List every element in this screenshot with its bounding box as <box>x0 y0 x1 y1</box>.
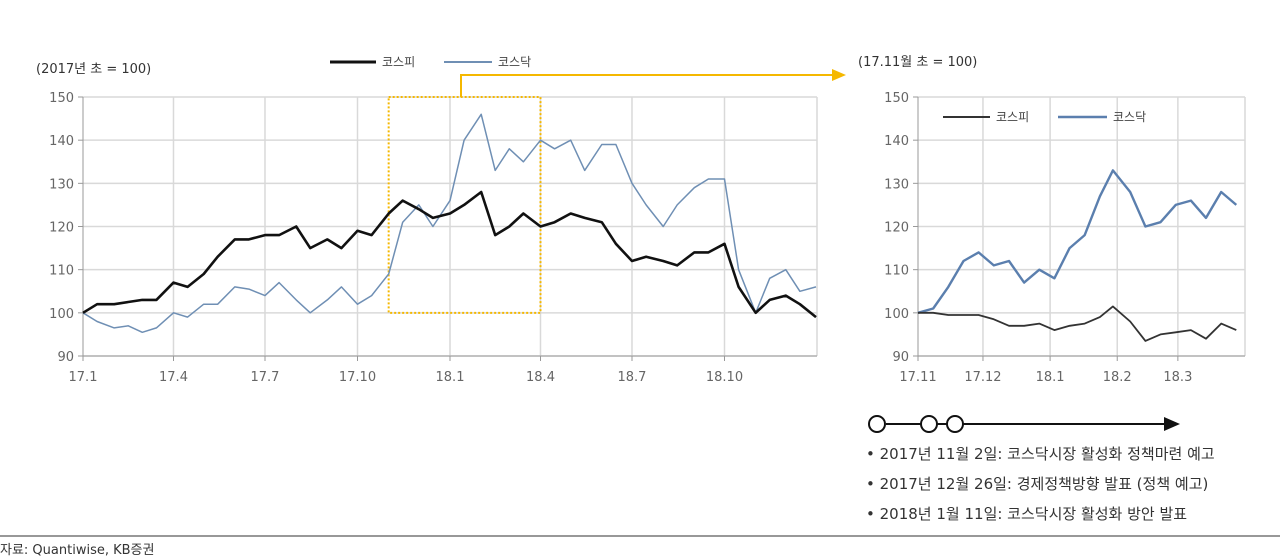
kospi-series-line <box>82 190 817 319</box>
left-unit-label: (2017년 초 = 100) <box>36 62 151 77</box>
y-tick-label: 140 <box>49 134 74 149</box>
legend-kospi-label: 코스피 <box>382 55 415 69</box>
y-tick-label: 130 <box>884 177 909 192</box>
y-tick-label: 90 <box>57 350 74 365</box>
x-tick-label: 18.1 <box>1036 370 1065 385</box>
timeline-event-marker <box>920 415 938 433</box>
x-tick-label: 17.11 <box>899 370 936 385</box>
source-note: 자료: Quantiwise, KB증권 <box>0 543 154 558</box>
y-tick-label: 140 <box>884 134 909 149</box>
right-legend: 코스피 코스닥 <box>943 110 1146 124</box>
y-tick-label: 130 <box>49 177 74 192</box>
y-tick-label: 120 <box>49 221 74 236</box>
kospi-kosdaq-2017-2018-chart: 90 100 110 120 130 140 150 17.1 17.4 17.7 17.10 18.… <box>49 91 818 385</box>
legend-kospi-label: 코스피 <box>996 110 1029 124</box>
x-tick-label: 18.7 <box>618 370 647 385</box>
policy-timeline: • 2017년 11월 2일: 코스닥시장 활성화 정책마련 예고 • 2017… <box>866 415 1215 523</box>
x-tick-label: 17.12 <box>964 370 1001 385</box>
timeline-event-marker <box>946 415 964 433</box>
legend-kosdaq-label: 코스닥 <box>1113 110 1146 124</box>
timeline-event-3: • 2018년 1월 11일: 코스닥시장 활성화 방안 발표 <box>866 505 1187 523</box>
kospi-series-line <box>918 305 1237 342</box>
timeline-event-2: • 2017년 12월 26일: 경제정책방향 발표 (정책 예고) <box>866 475 1208 493</box>
x-tick-label: 18.1 <box>436 370 465 385</box>
x-tick-label: 18.2 <box>1103 370 1132 385</box>
x-tick-label: 18.4 <box>526 370 555 385</box>
y-tick-label: 90 <box>892 350 909 365</box>
x-tick-label: 18.10 <box>706 370 743 385</box>
right-unit-label: (17.11월 초 = 100) <box>858 55 977 70</box>
left-legend: 코스피 코스닥 <box>330 55 531 69</box>
timeline-arrowhead <box>1164 417 1180 431</box>
zoom-connector-arrow <box>460 69 846 97</box>
x-tick-label: 17.4 <box>159 370 188 385</box>
y-tick-label: 100 <box>49 307 74 322</box>
timeline-event-1: • 2017년 11월 2일: 코스닥시장 활성화 정책마련 예고 <box>866 445 1215 463</box>
kospi-kosdaq-zoom-chart: 90 100 110 120 130 140 150 17.11 17.12 18.1 18.2 18… <box>884 91 1246 385</box>
y-tick-label: 150 <box>884 91 909 106</box>
y-tick-label: 110 <box>49 264 74 279</box>
y-tick-label: 110 <box>884 264 909 279</box>
x-tick-label: 17.10 <box>339 370 376 385</box>
y-tick-label: 100 <box>884 307 909 322</box>
y-tick-label: 150 <box>49 91 74 106</box>
x-tick-label: 18.3 <box>1163 370 1192 385</box>
x-tick-label: 17.7 <box>251 370 280 385</box>
kosdaq-series-line <box>917 169 1238 314</box>
y-tick-label: 120 <box>884 221 909 236</box>
x-tick-label: 17.1 <box>69 370 98 385</box>
timeline-event-marker <box>868 415 886 433</box>
legend-kosdaq-label: 코스닥 <box>498 55 531 69</box>
